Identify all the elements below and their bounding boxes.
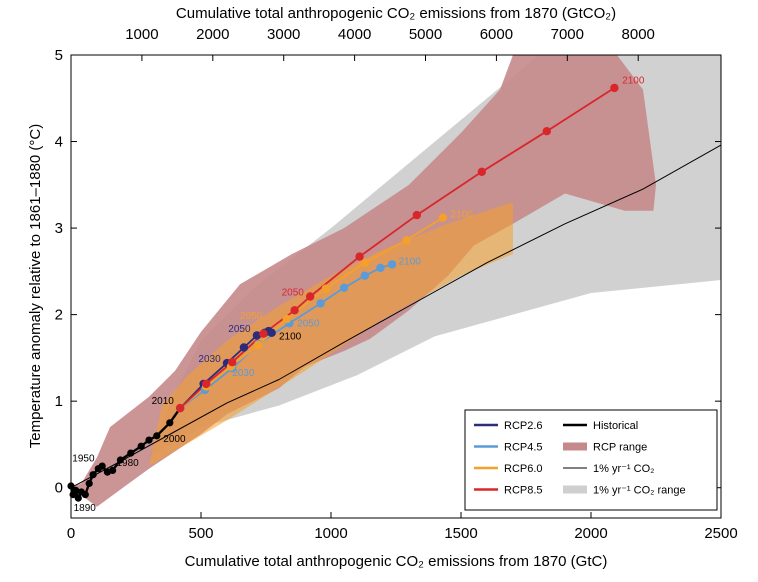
point-rcp60-3 [254, 340, 263, 350]
bottom-axis-title: Cumulative total anthropogenic CO₂ emiss… [185, 553, 608, 570]
x-tick-label: 500 [188, 525, 213, 542]
x-tick-label: 2000 [574, 525, 607, 542]
point-rcp85-9 [542, 127, 551, 136]
plot-frame [70, 54, 722, 519]
x-tick-label: 1000 [314, 525, 347, 542]
point-historical-2 [72, 486, 80, 494]
point-rcp45-7 [360, 271, 369, 280]
point-historical-7 [89, 471, 97, 479]
point-rcp26-3 [239, 343, 249, 352]
point-rcp85-5 [306, 292, 315, 301]
y-axis-title: Temperature anomaly relative to 1861–188… [27, 124, 44, 449]
top-axis-title: Cumulative total anthropogenic CO₂ emiss… [176, 5, 616, 22]
legend-label-rcp_range: RCP range [593, 442, 647, 454]
year-label: 2050 [240, 311, 263, 322]
x2-tick-label: 8000 [622, 26, 655, 43]
year-label: 1950 [72, 454, 95, 465]
point-rcp60-8 [438, 213, 447, 222]
year-label: 2100 [279, 332, 302, 343]
axes: 0 500 1000 1500 2000 2500 1000 2000 3000 4000 5000… [55, 26, 738, 542]
point-historical-15 [145, 436, 153, 444]
x-tick-label: 0 [67, 525, 75, 542]
x2-tick-label: 4000 [338, 26, 371, 43]
legend-swatch-one_pct_range [563, 485, 587, 494]
point-historical-9 [98, 462, 106, 470]
point-rcp45-5 [316, 299, 325, 308]
x2-tick-label: 3000 [267, 26, 300, 43]
legend-label-rcp45: RCP4.5 [504, 442, 543, 454]
year-label: 2050 [282, 288, 305, 299]
point-historical-11 [109, 466, 117, 474]
point-rcp45-9 [387, 260, 397, 269]
x2-tick-label: 2000 [196, 26, 229, 43]
point-historical-6 [85, 479, 93, 487]
year-label: 2050 [228, 324, 251, 335]
year-label: 1890 [74, 503, 97, 514]
point-rcp60-5 [321, 284, 330, 293]
x2-tick-label: 6000 [480, 26, 513, 43]
y-tick-label: 3 [55, 220, 63, 237]
point-rcp60-4 [282, 314, 291, 324]
year-label: 2050 [297, 319, 320, 330]
series-line-rcp45 [179, 263, 393, 409]
point-rcp85-2 [228, 358, 237, 367]
point-historical-14 [137, 442, 145, 450]
x2-tick-label: 5000 [409, 26, 442, 43]
x2-tick-label: 7000 [551, 26, 584, 43]
x2-tick-label: 1000 [125, 26, 158, 43]
legend: RCP2.6 Historical RCP4.5 RCP range RCP6.0 1% … [464, 409, 718, 511]
point-rcp85-3 [259, 329, 268, 338]
legend-label-one_pct: 1% yr⁻¹ CO₂ [593, 463, 654, 475]
legend-label-historical: Historical [593, 420, 638, 432]
legend-box [464, 409, 718, 511]
point-rcp60-7 [402, 236, 411, 245]
year-label: 2100 [451, 210, 474, 221]
year-label: 2010 [152, 396, 175, 407]
point-historical-12 [116, 456, 124, 464]
y-tick-label: 5 [55, 47, 63, 64]
y-tick-label: 1 [55, 393, 63, 410]
legend-label-one_pct_range: 1% yr⁻¹ CO₂ range [593, 485, 686, 497]
point-rcp26-4 [252, 331, 262, 340]
point-historical-5 [81, 491, 89, 499]
x-tick-label: 1500 [444, 525, 477, 542]
year-label: 1980 [117, 458, 140, 469]
point-rcp85-4 [290, 306, 299, 315]
point-historical-13 [127, 449, 135, 457]
point-rcp85-7 [412, 210, 421, 220]
year-label: 2000 [163, 434, 186, 445]
legend-label-rcp26: RCP2.6 [504, 420, 543, 432]
year-label: 2100 [399, 256, 422, 267]
year-label: 2030 [232, 368, 255, 379]
point-rcp45-6 [339, 283, 349, 292]
point-rcp85-1 [202, 379, 211, 389]
y-tick-label: 4 [55, 134, 63, 151]
point-historical-16 [153, 432, 161, 440]
point-historical-3 [74, 494, 82, 502]
rcp60-range-area [149, 202, 513, 467]
legend-swatch-rcp_range [563, 442, 587, 451]
point-rcp26-7 [267, 328, 276, 337]
series-line-one_pct [71, 144, 721, 489]
y-tick-label: 2 [55, 307, 63, 324]
point-rcp85-8 [477, 167, 486, 176]
point-rcp85-6 [355, 252, 364, 261]
point-rcp85-0 [176, 403, 185, 413]
year-annotations: 1950 1980 1890 2000 2010 2030 2030 2050 2050 2050… [72, 76, 645, 514]
y-tick-label: 0 [55, 480, 63, 497]
point-historical-17 [166, 419, 174, 427]
year-label: 2030 [198, 354, 221, 365]
point-rcp85-10 [610, 83, 619, 93]
point-rcp45-8 [376, 263, 385, 273]
x-tick-label: 2500 [704, 525, 737, 542]
range-fills [71, 55, 721, 507]
legend-label-rcp60: RCP6.0 [504, 463, 543, 475]
legend-label-rcp85: RCP8.5 [504, 485, 543, 497]
point-rcp60-6 [360, 258, 369, 267]
year-label: 2100 [622, 76, 645, 87]
